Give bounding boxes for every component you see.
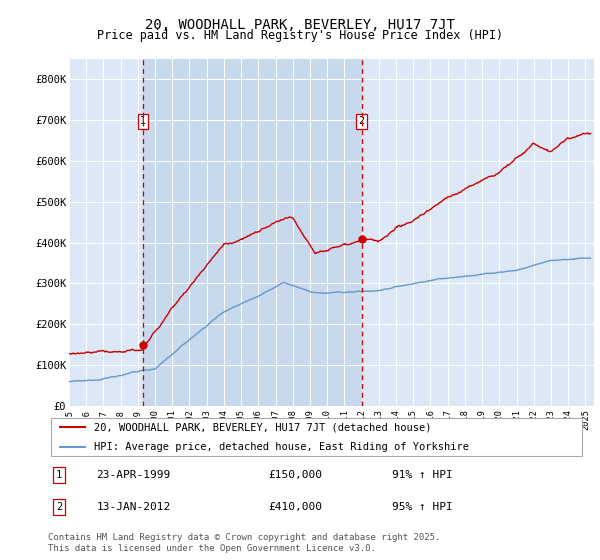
Text: 20, WOODHALL PARK, BEVERLEY, HU17 7JT: 20, WOODHALL PARK, BEVERLEY, HU17 7JT <box>145 18 455 32</box>
Text: 91% ↑ HPI: 91% ↑ HPI <box>392 470 452 479</box>
Text: 23-APR-1999: 23-APR-1999 <box>97 470 170 479</box>
Text: Contains HM Land Registry data © Crown copyright and database right 2025.
This d: Contains HM Land Registry data © Crown c… <box>48 533 440 553</box>
Text: 20, WOODHALL PARK, BEVERLEY, HU17 7JT (detached house): 20, WOODHALL PARK, BEVERLEY, HU17 7JT (d… <box>94 422 431 432</box>
Text: 1: 1 <box>140 116 146 127</box>
Text: £410,000: £410,000 <box>268 502 322 512</box>
Text: 1: 1 <box>56 470 62 479</box>
Text: Price paid vs. HM Land Registry's House Price Index (HPI): Price paid vs. HM Land Registry's House … <box>97 29 503 42</box>
Text: HPI: Average price, detached house, East Riding of Yorkshire: HPI: Average price, detached house, East… <box>94 442 469 452</box>
Text: 95% ↑ HPI: 95% ↑ HPI <box>392 502 452 512</box>
Text: 13-JAN-2012: 13-JAN-2012 <box>97 502 170 512</box>
Text: £150,000: £150,000 <box>268 470 322 479</box>
Text: 2: 2 <box>56 502 62 512</box>
Text: 2: 2 <box>359 116 365 127</box>
Bar <box>143 59 362 406</box>
FancyBboxPatch shape <box>50 418 583 456</box>
